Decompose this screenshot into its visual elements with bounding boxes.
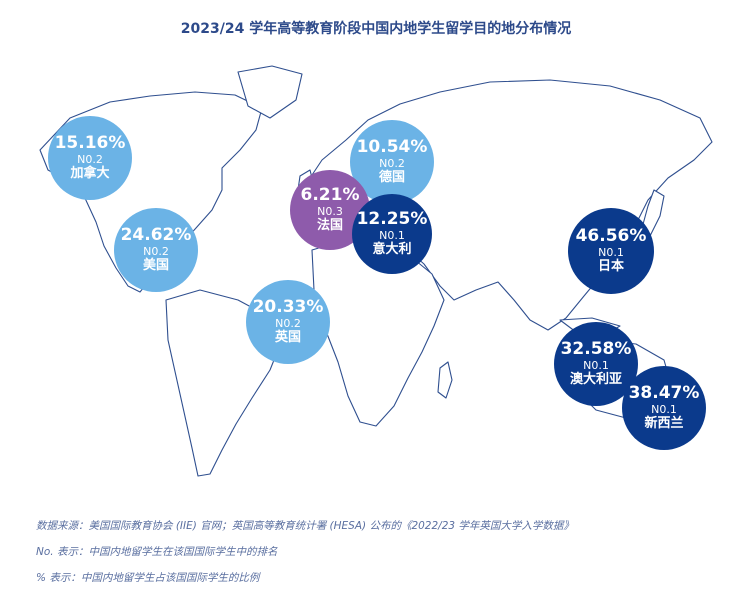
bubble-percent: 46.56% — [575, 226, 647, 246]
bubble-percent: 32.58% — [560, 339, 632, 359]
bubble-canada: 15.16% N0.2 加拿大 — [48, 116, 132, 200]
landmass-madagascar — [437, 361, 453, 399]
source-note: 数据来源：美国国际教育协会 (IIE) 官网；英国高等教育统计署 (HESA) … — [36, 520, 574, 532]
bubble-percent: 38.47% — [628, 383, 700, 403]
rank-note: No. 表示：中国内地留学生在该国国际学生中的排名 — [36, 546, 278, 558]
bubble-rank: N0.2 — [77, 153, 103, 166]
bubble-country: 新西兰 — [644, 416, 684, 431]
bubble-rank: N0.2 — [143, 245, 169, 258]
bubble-japan: 46.56% N0.1 日本 — [568, 208, 654, 294]
bubble-country: 英国 — [274, 330, 301, 345]
landmass-greenland — [237, 65, 303, 119]
bubble-percent: 15.16% — [54, 133, 126, 153]
bubble-country: 意大利 — [372, 242, 412, 257]
bubble-country: 日本 — [597, 259, 624, 274]
bubble-percent: 12.25% — [356, 209, 428, 229]
bubble-australia: 32.58% N0.1 澳大利亚 — [554, 322, 638, 406]
bubble-italy: 12.25% N0.1 意大利 — [352, 194, 432, 274]
bubble-country: 澳大利亚 — [569, 372, 622, 387]
bubble-percent: 24.62% — [120, 225, 192, 245]
bubble-percent: 10.54% — [356, 137, 428, 157]
bubble-country: 加拿大 — [70, 166, 110, 181]
page-title: 2023/24 学年高等教育阶段中国内地学生留学目的地分布情况 — [180, 21, 572, 37]
bubble-percent: 6.21% — [300, 185, 360, 205]
bubble-rank: N0.1 — [598, 246, 624, 259]
footnotes: 数据来源：美国国际教育协会 (IIE) 官网；英国高等教育统计署 (HESA) … — [36, 518, 736, 596]
bubble-rank: N0.1 — [651, 403, 677, 416]
bubble-country: 美国 — [142, 258, 169, 273]
percent-note: % 表示：中国内地留学生占该国国际学生的比例 — [36, 572, 260, 584]
bubble-usa: 24.62% N0.2 美国 — [114, 208, 198, 292]
bubble-percent: 20.33% — [252, 297, 324, 317]
bubble-rank: N0.1 — [583, 359, 609, 372]
bubble-rank: N0.2 — [379, 157, 405, 170]
bubble-new-zealand: 38.47% N0.1 新西兰 — [622, 366, 706, 450]
bubble-country: 德国 — [378, 170, 405, 185]
bubble-country: 法国 — [316, 218, 343, 233]
bubble-rank: N0.2 — [275, 317, 301, 330]
bubble-rank: N0.1 — [379, 229, 405, 242]
bubble-rank: N0.3 — [317, 205, 343, 218]
bubble-uk: 20.33% N0.2 英国 — [246, 280, 330, 364]
